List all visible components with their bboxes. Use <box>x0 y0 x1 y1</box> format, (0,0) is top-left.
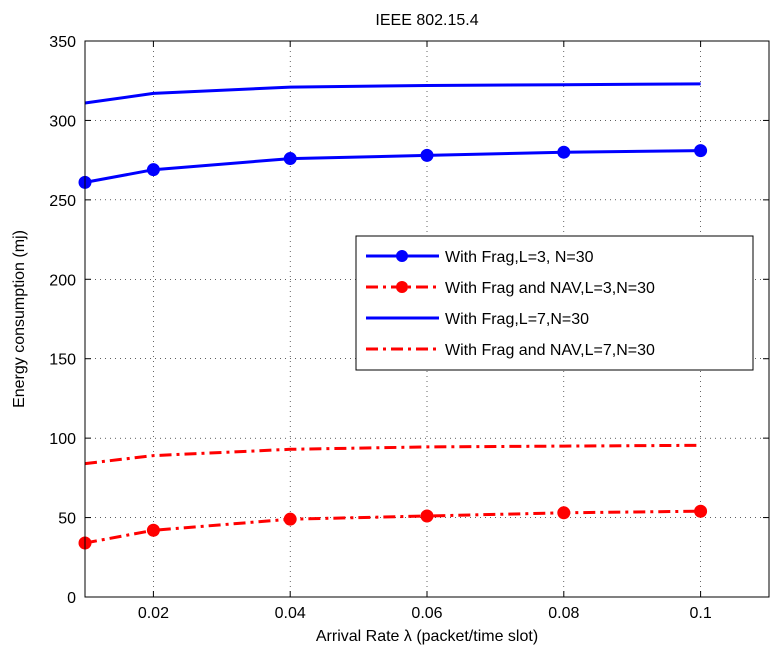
legend-label-4: With Frag and NAV,L=7,N=30 <box>445 342 655 359</box>
x-tick-label: 0.1 <box>689 605 711 622</box>
series-line-4 <box>84 443 701 466</box>
legend-label-1: With Frag,L=3, N=30 <box>445 249 594 266</box>
series-line-3 <box>84 82 701 105</box>
y-tick-label: 250 <box>49 193 76 210</box>
series-layer <box>78 82 708 550</box>
legend: With Frag,L=3, N=30 With Frag and NAV,L=3… <box>355 235 754 371</box>
x-tick-label: 0.06 <box>411 605 442 622</box>
legend-marker-2 <box>396 281 408 293</box>
series-1-point <box>283 152 297 166</box>
series-line-1 <box>84 149 701 184</box>
series-2-point <box>694 504 708 518</box>
series-1-point <box>420 148 434 162</box>
series-2-point <box>283 512 297 526</box>
y-tick-label: 200 <box>49 272 76 289</box>
chart-title: IEEE 802.15.4 <box>375 12 478 29</box>
y-tick-label: 150 <box>49 352 76 369</box>
y-tick-label: 0 <box>67 590 76 607</box>
series-1-point <box>557 145 571 159</box>
y-tick-label: 50 <box>58 511 76 528</box>
x-tick-label: 0.08 <box>548 605 579 622</box>
series-2-point <box>557 506 571 520</box>
ticks: 0.02 0.04 0.06 0.08 0.1 0 50 100 150 200 250 300 350 <box>49 34 769 622</box>
x-tick-label: 0.02 <box>138 605 169 622</box>
series-2-point <box>146 523 160 537</box>
legend-label-2: With Frag and NAV,L=3,N=30 <box>445 280 655 297</box>
series-1-point <box>146 163 160 177</box>
legend-label-3: With Frag,L=7,N=30 <box>445 311 589 328</box>
x-axis-title: Arrival Rate λ (packet/time slot) <box>316 628 538 645</box>
series-2-point <box>420 509 434 523</box>
series-line-2 <box>84 509 701 545</box>
y-axis-title: Energy consumption (mj) <box>11 230 28 408</box>
x-tick-label: 0.04 <box>275 605 306 622</box>
legend-marker-1 <box>396 250 408 262</box>
y-tick-label: 300 <box>49 113 76 130</box>
y-tick-label: 100 <box>49 431 76 448</box>
series-1-point <box>694 144 708 158</box>
y-tick-label: 350 <box>49 34 76 51</box>
